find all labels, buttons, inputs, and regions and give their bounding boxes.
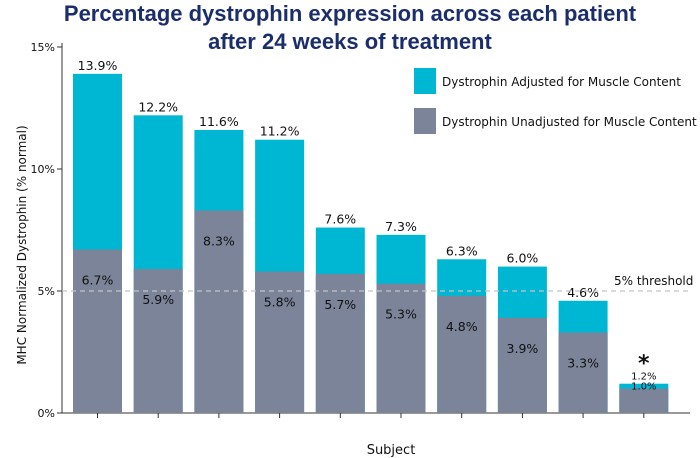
bar-unadjusted bbox=[194, 210, 244, 413]
legend-swatch-adjusted bbox=[414, 68, 436, 94]
bar-unadjusted bbox=[497, 317, 547, 413]
data-label-adjusted: 7.3% bbox=[385, 219, 417, 234]
y-tick-label: 15% bbox=[31, 41, 55, 54]
y-axis-label: MHC Normalized Dystrophin (% normal) bbox=[15, 125, 29, 364]
bar-unadjusted bbox=[376, 283, 426, 413]
threshold-label: 5% threshold bbox=[614, 274, 693, 288]
legend-label-adjusted: Dystrophin Adjusted for Muscle Content bbox=[442, 75, 681, 89]
y-tick-label: 0% bbox=[38, 407, 55, 420]
data-label-adjusted: 6.0% bbox=[507, 251, 539, 266]
data-label-unadjusted: 5.7% bbox=[324, 297, 356, 312]
data-label-adjusted: 12.2% bbox=[138, 99, 178, 114]
chart-title-line-1: Percentage dystrophin expression across … bbox=[63, 1, 637, 26]
data-label-unadjusted: 3.3% bbox=[567, 355, 599, 370]
data-label-unadjusted: 4.8% bbox=[446, 319, 478, 334]
data-label-unadjusted: 5.3% bbox=[385, 307, 417, 322]
bar-unadjusted bbox=[315, 273, 365, 413]
chart-title: Percentage dystrophin expression across … bbox=[0, 0, 700, 56]
bar-unadjusted bbox=[133, 269, 183, 413]
chart-title-line-2: after 24 weeks of treatment bbox=[208, 29, 492, 54]
data-label-adjusted: 7.6% bbox=[324, 212, 356, 227]
y-tick-label: 10% bbox=[31, 163, 55, 176]
data-label-unadjusted: 5.9% bbox=[142, 292, 174, 307]
data-label-unadjusted: 5.8% bbox=[264, 294, 296, 309]
data-label-unadjusted: 8.3% bbox=[203, 233, 235, 248]
legend-swatch-unadjusted bbox=[414, 108, 436, 134]
bar-unadjusted bbox=[255, 271, 305, 413]
data-label-adjusted: 1.2% bbox=[631, 372, 656, 383]
bar-unadjusted bbox=[558, 332, 608, 413]
data-label-adjusted: 13.9% bbox=[78, 58, 118, 73]
data-label-adjusted: 6.3% bbox=[446, 243, 478, 258]
x-axis-label: Subject bbox=[367, 443, 416, 458]
bar-unadjusted bbox=[619, 388, 669, 413]
legend-label-unadjusted: Dystrophin Unadjusted for Muscle Content bbox=[442, 115, 697, 129]
data-label-adjusted: 11.2% bbox=[260, 124, 300, 139]
data-label-adjusted: 4.6% bbox=[567, 285, 599, 300]
bar-unadjusted bbox=[73, 249, 122, 413]
data-label-unadjusted: 1.0% bbox=[631, 382, 656, 393]
data-label-unadjusted: 3.9% bbox=[507, 341, 539, 356]
data-label-adjusted: 11.6% bbox=[199, 114, 239, 129]
data-label-unadjusted: 6.7% bbox=[82, 273, 114, 288]
bar-unadjusted bbox=[437, 295, 487, 413]
annotation-asterisk: * bbox=[638, 352, 650, 377]
y-tick-label: 5% bbox=[38, 285, 55, 298]
